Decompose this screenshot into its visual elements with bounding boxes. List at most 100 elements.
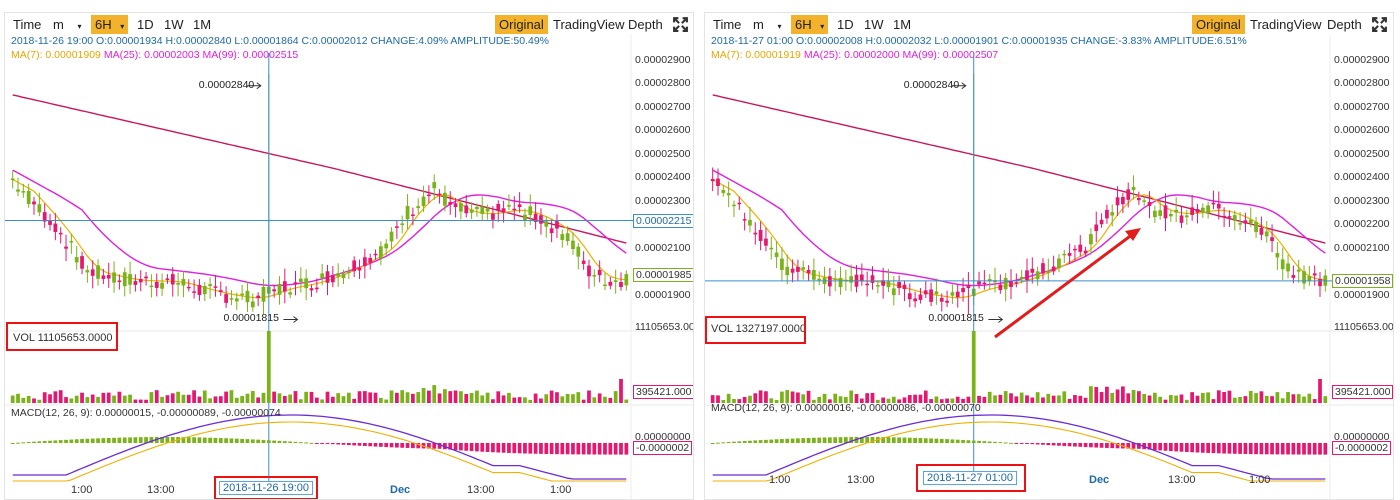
macd-histogram-bar (560, 443, 565, 455)
candle-body (250, 301, 255, 308)
macd-histogram-bar (288, 441, 293, 443)
view-tradingview-button[interactable]: TradingView (553, 17, 625, 32)
volume-bar (1046, 393, 1051, 403)
volume-bar (865, 393, 870, 403)
volume-bar (48, 394, 52, 403)
volume-bar (624, 399, 629, 403)
candle-body (1238, 223, 1242, 225)
volume-bar (1137, 391, 1141, 403)
time-button[interactable]: Time (713, 17, 742, 32)
macd-histogram-bar (101, 438, 106, 443)
price-tick-label: 0.00002900 (635, 53, 691, 66)
interval-1d-button[interactable]: 1D (837, 17, 854, 32)
macd-histogram-bar (533, 443, 538, 454)
candle-body (774, 252, 779, 257)
macd-histogram-bar (581, 443, 586, 455)
price-tick-label: 0.00001900 (635, 288, 691, 301)
volume-bar (352, 398, 357, 403)
volume-bar (149, 392, 154, 403)
candle-body (838, 277, 843, 288)
low-arrow (283, 316, 299, 323)
macd-histogram-bar (411, 443, 415, 449)
candlestick-chart[interactable] (5, 13, 694, 500)
volume-bar (1163, 399, 1168, 403)
minute-dropdown[interactable]: m ▾ (49, 15, 85, 34)
interval-1w-button[interactable]: 1W (864, 17, 884, 32)
candle-body (58, 232, 63, 235)
candle-body (544, 221, 549, 227)
volume-bar (42, 392, 47, 403)
macd-histogram-bar (341, 443, 346, 445)
macd-histogram-bar (491, 443, 495, 453)
candle-body (1307, 275, 1312, 281)
view-tradingview-button[interactable]: TradingView (1250, 17, 1322, 32)
volume-bar (544, 394, 549, 403)
interval-1m-button[interactable]: 1M (893, 17, 912, 32)
time-button[interactable]: Time (13, 17, 42, 32)
crosshair-date-label: 2018-11-26 19:00 (219, 481, 314, 495)
volume-bar (138, 399, 143, 403)
volume-bar (181, 394, 186, 403)
candle-body (240, 293, 244, 296)
volume-bar (987, 391, 992, 403)
volume-bar (1206, 392, 1210, 403)
candle-body (1137, 197, 1141, 201)
chart-panel-left[interactable]: Time m ▾ 6H ▾ 1D 1W 1M Original TradingV… (4, 12, 694, 500)
macd-histogram-bar (128, 437, 132, 443)
volume-bar (581, 399, 586, 403)
volume-bar (245, 393, 250, 403)
macd-histogram-bar (753, 440, 758, 443)
macd-histogram-bar (117, 437, 122, 443)
view-original-button[interactable]: Original (495, 15, 548, 34)
candle-body (517, 204, 522, 208)
volume-bar (1009, 393, 1013, 403)
macd-histogram-bar (144, 437, 148, 443)
volume-bar (491, 399, 495, 403)
interval-1m-button[interactable]: 1M (193, 17, 212, 32)
interval-6h-dropdown[interactable]: 6H ▾ (791, 15, 829, 34)
candle-body (982, 282, 987, 285)
chart-panel-right[interactable]: Time m ▾ 6H ▾ 1D 1W 1M Original TradingV… (704, 12, 1394, 500)
macd-histogram-bar (405, 443, 410, 448)
volume-bar (1238, 396, 1242, 403)
macd-histogram-bar (1014, 443, 1019, 444)
volume-bar (464, 393, 469, 403)
volume-bar (753, 393, 758, 403)
macd-histogram-bar (261, 439, 266, 443)
volume-bar (1254, 393, 1258, 403)
macd-histogram-bar (448, 443, 453, 450)
candle-body (603, 284, 607, 286)
candle-body (987, 279, 992, 282)
fullscreen-icon[interactable] (1371, 16, 1388, 33)
minute-dropdown[interactable]: m ▾ (749, 15, 785, 34)
volume-bar (507, 392, 511, 403)
candlestick-chart[interactable] (705, 13, 1394, 500)
volume-bar (576, 392, 581, 403)
view-depth-button[interactable]: Depth (628, 17, 663, 32)
fullscreen-icon[interactable] (672, 16, 689, 33)
macd-histogram-bar (202, 437, 207, 443)
candle-body (21, 191, 26, 193)
macd-histogram-bar (485, 443, 490, 452)
interval-1d-button[interactable]: 1D (137, 17, 154, 32)
macd-histogram-bar (1200, 443, 1205, 453)
macd-histogram-bar (1232, 443, 1237, 454)
macd-histogram-bar (929, 438, 933, 443)
view-original-button[interactable]: Original (1192, 15, 1245, 34)
macd-label: MACD(12, 26, 9): 0.00000015, -0.00000089… (11, 407, 281, 419)
candle-body (1003, 277, 1008, 290)
macd-histogram-bar (555, 443, 559, 455)
macd-histogram-bar (352, 443, 357, 446)
volume-bar (971, 331, 976, 403)
candle-body (507, 205, 511, 207)
ohlc-readout: 2018-11-26 19:00 O:0.00001934 H:0.000028… (11, 35, 550, 47)
volume-bar (53, 391, 58, 403)
interval-6h-dropdown[interactable]: 6H ▾ (91, 15, 129, 34)
candle-body (245, 290, 250, 303)
interval-1w-button[interactable]: 1W (164, 17, 184, 32)
view-depth-button[interactable]: Depth (1327, 17, 1362, 32)
macd-histogram-bar (1227, 443, 1232, 454)
volume-bar (838, 396, 843, 403)
volume-bar (603, 396, 607, 403)
macd-histogram-bar (266, 440, 271, 443)
